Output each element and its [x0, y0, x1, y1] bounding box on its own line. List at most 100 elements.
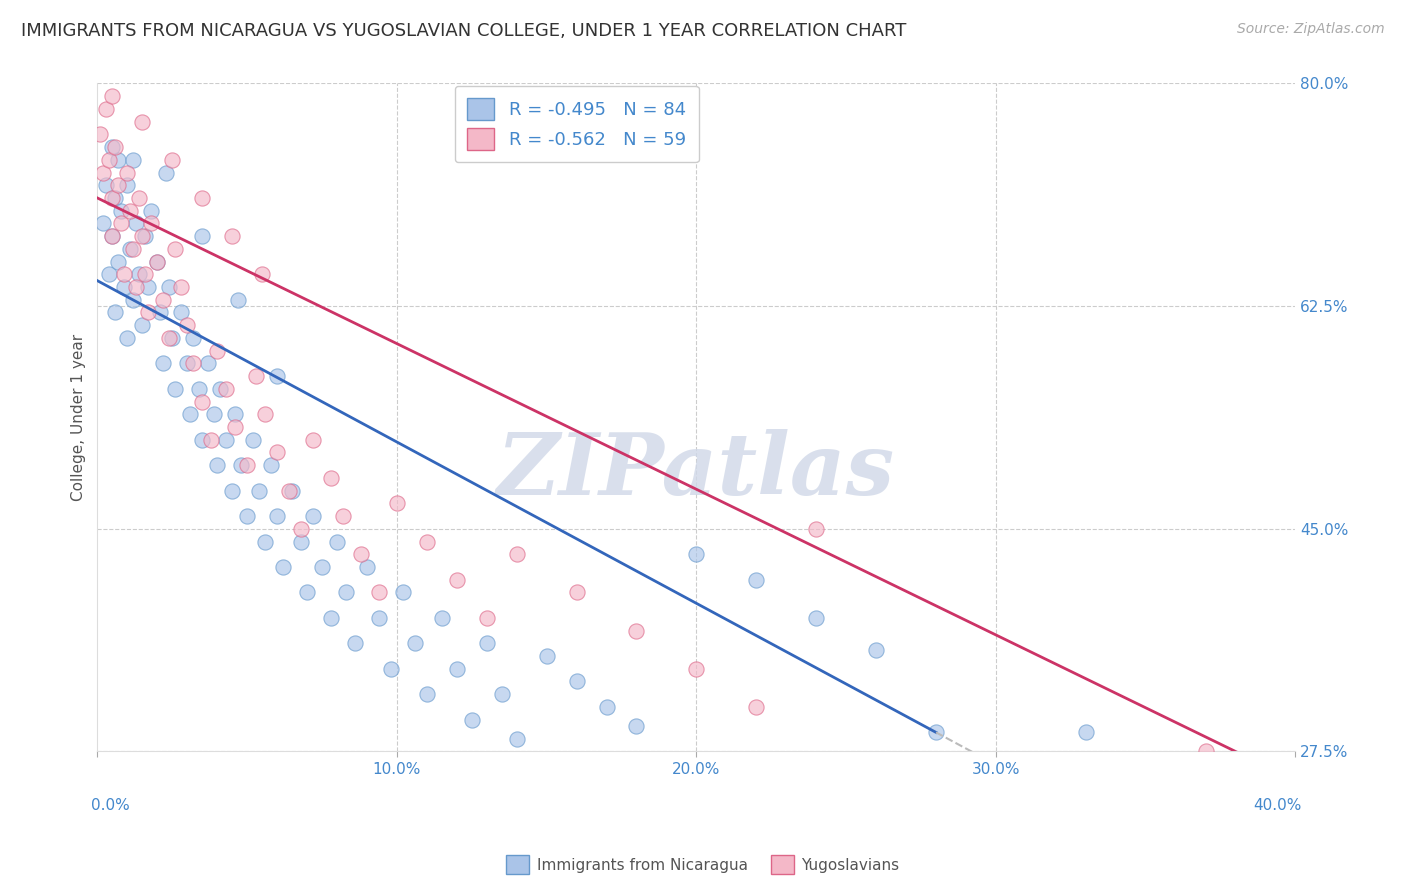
Point	[806, 522, 828, 536]
Point	[416, 687, 439, 701]
Point	[505, 547, 527, 561]
Point	[565, 585, 588, 599]
Point	[565, 674, 588, 689]
Point	[242, 433, 264, 447]
Point	[215, 382, 238, 396]
Point	[160, 153, 183, 167]
Point	[179, 407, 201, 421]
Point	[215, 433, 238, 447]
Point	[197, 356, 219, 370]
Point	[96, 102, 118, 116]
Point	[236, 509, 259, 524]
Point	[104, 191, 127, 205]
Point	[136, 305, 159, 319]
Point	[245, 369, 267, 384]
Point	[595, 700, 617, 714]
Point	[254, 407, 277, 421]
Point	[221, 229, 243, 244]
Point	[1074, 725, 1097, 739]
Point	[343, 636, 366, 650]
Point	[134, 268, 156, 282]
Point	[93, 216, 115, 230]
Point	[266, 445, 288, 459]
Point	[685, 662, 707, 676]
Point	[745, 573, 768, 587]
Point	[367, 585, 389, 599]
Point	[205, 458, 228, 472]
Point	[505, 731, 527, 746]
Point	[101, 140, 124, 154]
Point	[157, 331, 180, 345]
Point	[475, 636, 498, 650]
Point	[141, 203, 163, 218]
Legend: R = -0.495   N = 84, R = -0.562   N = 59: R = -0.495 N = 84, R = -0.562 N = 59	[454, 86, 699, 162]
Point	[176, 356, 198, 370]
Point	[107, 178, 129, 193]
Point	[191, 433, 214, 447]
Point	[152, 293, 174, 307]
Point	[181, 356, 204, 370]
Point	[229, 458, 252, 472]
Point	[461, 713, 484, 727]
Point	[200, 433, 222, 447]
Point	[165, 242, 187, 256]
Point	[155, 165, 177, 179]
Point	[536, 648, 558, 663]
Point	[685, 547, 707, 561]
Point	[191, 191, 214, 205]
Point	[128, 268, 150, 282]
Point	[101, 229, 124, 244]
Point	[122, 153, 145, 167]
Point	[104, 140, 127, 154]
Point	[134, 229, 156, 244]
Point	[152, 356, 174, 370]
Point	[117, 178, 139, 193]
Point	[350, 547, 373, 561]
Point	[226, 293, 249, 307]
Point	[250, 268, 273, 282]
Point	[335, 585, 357, 599]
Point	[128, 191, 150, 205]
Point	[160, 331, 183, 345]
Point	[157, 280, 180, 294]
Point	[385, 496, 408, 510]
Y-axis label: College, Under 1 year: College, Under 1 year	[72, 334, 86, 501]
Point	[176, 318, 198, 333]
Point	[236, 458, 259, 472]
Point	[112, 280, 135, 294]
Point	[290, 522, 312, 536]
Point	[181, 331, 204, 345]
Point	[266, 369, 288, 384]
Point	[131, 114, 153, 128]
Point	[416, 534, 439, 549]
Point	[404, 636, 426, 650]
Point	[806, 611, 828, 625]
Point	[131, 318, 153, 333]
Point	[925, 725, 948, 739]
Point	[254, 534, 277, 549]
Point	[136, 280, 159, 294]
Point	[332, 509, 354, 524]
Point	[191, 229, 214, 244]
Point	[491, 687, 513, 701]
Point	[112, 268, 135, 282]
Point	[205, 343, 228, 358]
Point	[202, 407, 225, 421]
Point	[120, 203, 142, 218]
Point	[221, 483, 243, 498]
Point	[191, 394, 214, 409]
Point	[626, 624, 648, 638]
Point	[146, 254, 169, 268]
Point	[290, 534, 312, 549]
Point	[110, 203, 132, 218]
Point	[626, 719, 648, 733]
Text: 40.0%: 40.0%	[1253, 798, 1302, 814]
Point	[101, 191, 124, 205]
Point	[117, 331, 139, 345]
Text: Source: ZipAtlas.com: Source: ZipAtlas.com	[1237, 22, 1385, 37]
Point	[98, 268, 121, 282]
Point	[120, 242, 142, 256]
Point	[326, 534, 349, 549]
Text: 0.0%: 0.0%	[91, 798, 131, 814]
Point	[93, 165, 115, 179]
